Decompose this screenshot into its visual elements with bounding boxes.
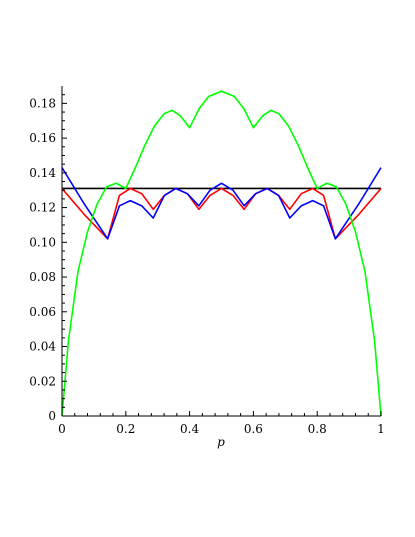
x-axis-label: p bbox=[217, 435, 225, 449]
x-tick-label: 0.4 bbox=[180, 422, 199, 436]
y-tick-label: 0.14 bbox=[29, 166, 56, 180]
x-tick-label: 1 bbox=[377, 422, 385, 436]
y-tick-label: 0.10 bbox=[29, 235, 56, 249]
x-tick-label: 0.2 bbox=[116, 422, 135, 436]
x-tick-label: 0 bbox=[58, 422, 66, 436]
ticks-layer: 0 0.2 0.4 0.6 0.8 1 0 0.02 0.04 0.06 0.08 0.10 0.12 0… bbox=[29, 94, 385, 436]
y-tick-label: 0.06 bbox=[29, 305, 56, 319]
axes-layer bbox=[61, 86, 381, 417]
series-line-red bbox=[61, 187, 382, 240]
y-tick-label: 0.04 bbox=[29, 340, 56, 354]
y-tick-label: 0.12 bbox=[29, 201, 56, 215]
y-tick-label: 0 bbox=[48, 409, 56, 423]
series-line-green bbox=[61, 90, 382, 417]
y-tick-label: 0.02 bbox=[29, 374, 56, 388]
y-tick-label: 0.16 bbox=[29, 131, 56, 145]
x-tick-label: 0.8 bbox=[308, 422, 327, 436]
y-tick-label: 0.18 bbox=[29, 96, 56, 110]
series-layer bbox=[61, 90, 382, 417]
x-tick-label: 0.6 bbox=[244, 422, 263, 436]
series-line-blue bbox=[61, 167, 382, 240]
y-tick-label: 0.08 bbox=[29, 270, 56, 284]
